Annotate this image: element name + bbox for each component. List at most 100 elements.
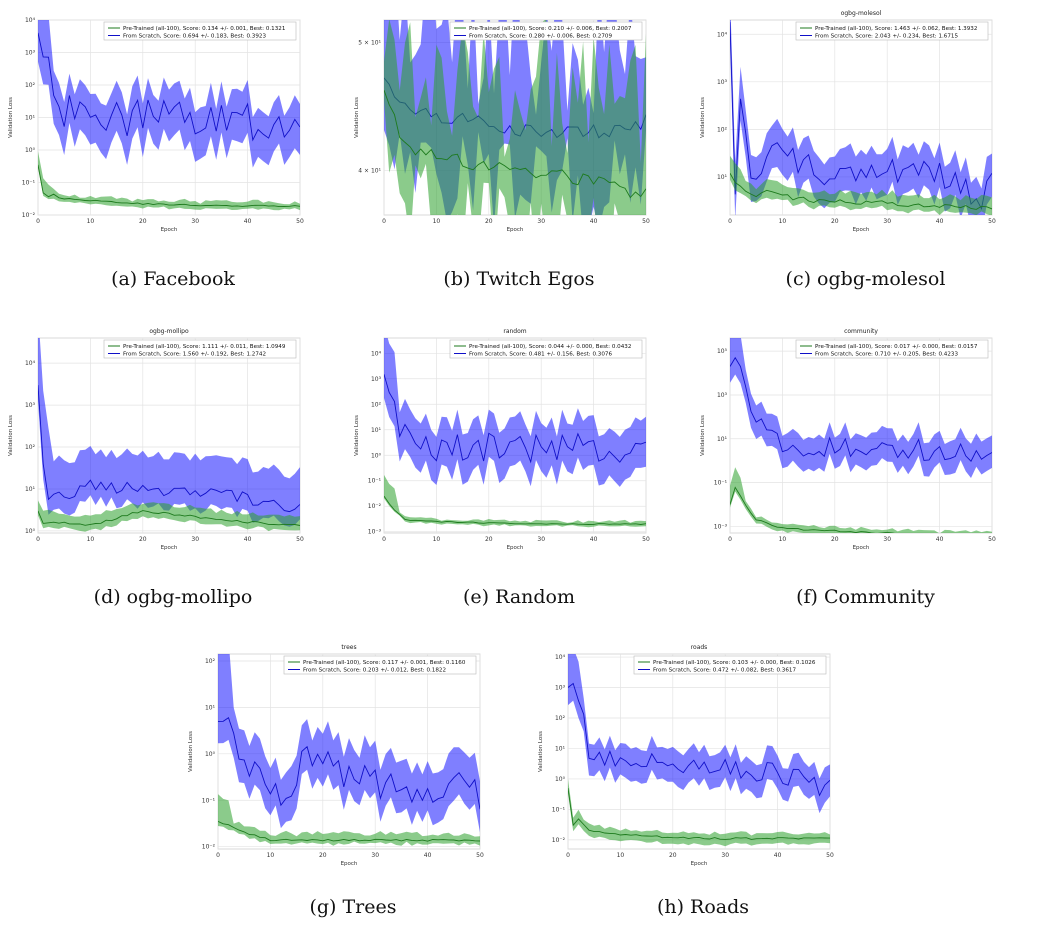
chart-svg: 0 10 20 30 40 50 10⁻³ 10⁻¹ 10¹ 10³ 10⁵ Epoch Validat… xyxy=(700,328,996,551)
legend-box xyxy=(103,21,297,41)
legend-box xyxy=(795,339,989,359)
x-tick-label: 50 xyxy=(988,218,996,225)
chart-svg: 0 10 20 30 40 50 10⁻² 10⁻¹ 10⁰ 10¹ 10² 10³ 10⁴ Epoch V… xyxy=(8,17,304,233)
x-tick-label: 10 xyxy=(433,218,441,225)
chart-panel-f: 0 10 20 30 40 50 10⁻³ 10⁻¹ 10¹ 10³ 10⁵ Epoch Validat… xyxy=(692,318,1039,618)
x-tick-label: 0 xyxy=(728,218,732,225)
legend-entry: From Scratch, Score: 0.694 +/- 0.183, Be… xyxy=(123,34,266,40)
x-tick-label: 40 xyxy=(424,852,432,859)
x-tick-label: 40 xyxy=(936,218,944,225)
y-tick-label: 10⁰ xyxy=(25,528,36,535)
y-tick-label: 5 × 10¹ xyxy=(358,39,381,46)
x-tick-label: 20 xyxy=(831,536,839,543)
y-tick-label: 10² xyxy=(25,444,36,451)
x-tick-label: 30 xyxy=(537,536,545,543)
x-tick-label: 30 xyxy=(537,218,545,225)
series-layer xyxy=(38,20,300,211)
y-tick-label: 10³ xyxy=(717,79,728,86)
series-layer xyxy=(730,20,992,215)
chart-svg: 0 10 20 30 40 50 10⁻² 10⁻¹ 10⁰ 10¹ 10² 10³ 10⁴ Epoch V… xyxy=(538,644,834,867)
x-tick-label: 20 xyxy=(139,536,147,543)
subfigure-caption: (f) Community xyxy=(796,586,935,608)
series-layer xyxy=(218,654,480,846)
x-tick-label: 50 xyxy=(826,852,834,859)
x-axis-label: Epoch xyxy=(507,545,524,551)
x-tick-label: 40 xyxy=(936,536,944,543)
chart-svg: 0 10 20 30 40 50 10¹ 10² 10³ 10⁴ Epoch Validation L… xyxy=(700,10,996,233)
x-tick-label: 50 xyxy=(296,218,304,225)
series-line xyxy=(730,172,992,210)
y-axis-label: Validation Loss xyxy=(8,97,14,138)
y-axis-label: Validation Loss xyxy=(700,97,706,138)
series-line xyxy=(730,22,992,211)
x-tick-label: 0 xyxy=(382,218,386,225)
series-layer xyxy=(384,20,646,215)
y-tick-label: 10⁴ xyxy=(25,17,36,24)
y-tick-label: 10⁴ xyxy=(717,31,728,38)
series-layer xyxy=(38,338,300,532)
subfigure-caption: (d) ogbg-mollipo xyxy=(93,586,253,608)
y-tick-label: 10¹ xyxy=(717,174,728,181)
y-axis-label: Validation Loss xyxy=(188,731,194,772)
x-tick-label: 20 xyxy=(485,536,493,543)
chart-panel-h: 0 10 20 30 40 50 10⁻² 10⁻¹ 10⁰ 10¹ 10² 10³ 10⁴ Epoch V… xyxy=(530,634,876,926)
legend-entry: Pre-Trained (all-100), Score: 0.103 +/- … xyxy=(653,660,816,666)
y-tick-label: 10⁴ xyxy=(555,654,566,661)
y-tick-label: 10⁰ xyxy=(555,776,566,783)
x-tick-label: 20 xyxy=(139,218,147,225)
legend-entry: From Scratch, Score: 0.710 +/- 0.205, Be… xyxy=(815,352,958,358)
y-tick-label: 10⁻¹ xyxy=(22,180,36,187)
subfigure-caption: (g) Trees xyxy=(309,896,397,918)
x-tick-label: 30 xyxy=(721,852,729,859)
legend-entry: Pre-Trained (all-100), Score: 0.134 +/- … xyxy=(123,26,286,32)
legend-entry: Pre-Trained (all-100), Score: 0.044 +/- … xyxy=(469,344,631,350)
y-tick-label: 4 × 10¹ xyxy=(358,167,381,174)
legend-box xyxy=(283,655,477,675)
chart-panel-d: 0 10 20 30 40 50 10⁰ 10¹ 10² 10³ 10⁴ Epoch Validatio… xyxy=(0,318,346,618)
y-tick-label: 10⁰ xyxy=(25,147,36,154)
chart-svg: 0 10 20 30 40 50 4 × 10¹ 5 × 10¹ Epoch Validation… xyxy=(354,19,650,233)
series-line xyxy=(38,510,300,526)
x-tick-label: 40 xyxy=(590,536,598,543)
chart-title: random xyxy=(503,328,526,335)
confidence-band xyxy=(730,338,992,478)
confidence-band xyxy=(384,20,646,215)
x-tick-label: 10 xyxy=(779,218,787,225)
legend-entry: From Scratch, Score: 0.472 +/- 0.082, Be… xyxy=(653,668,796,674)
confidence-band xyxy=(38,500,300,532)
x-axis-label: Epoch xyxy=(161,545,178,551)
y-tick-label: 10⁰ xyxy=(371,452,382,459)
x-tick-label: 40 xyxy=(590,218,598,225)
y-tick-label: 10¹ xyxy=(25,115,36,122)
series-layer xyxy=(730,338,992,533)
x-tick-label: 40 xyxy=(244,218,252,225)
y-tick-label: 10¹ xyxy=(25,486,36,493)
y-axis-label: Validation Loss xyxy=(700,415,706,456)
x-tick-label: 20 xyxy=(669,852,677,859)
subfigure-caption: (c) ogbg-molesol xyxy=(785,268,946,290)
x-axis-label: Epoch xyxy=(691,861,708,867)
y-tick-label: 10³ xyxy=(555,685,566,692)
x-axis-label: Epoch xyxy=(161,227,178,233)
y-tick-label: 10¹ xyxy=(717,436,728,443)
x-tick-label: 30 xyxy=(191,218,199,225)
x-tick-label: 10 xyxy=(87,536,95,543)
x-tick-label: 40 xyxy=(774,852,782,859)
y-tick-label: 10² xyxy=(717,126,728,133)
series-line xyxy=(730,486,895,533)
legend-entry: Pre-Trained (all-100), Score: 1.111 +/- … xyxy=(123,344,286,350)
x-tick-label: 30 xyxy=(191,536,199,543)
y-axis-label: Validation Loss xyxy=(354,415,360,456)
chart-title: community xyxy=(844,328,878,335)
legend-box xyxy=(633,655,827,675)
x-tick-label: 20 xyxy=(831,218,839,225)
y-tick-label: 10⁻¹ xyxy=(714,480,728,487)
x-tick-label: 30 xyxy=(371,852,379,859)
series-line xyxy=(384,374,646,464)
legend-box xyxy=(103,339,297,359)
confidence-band xyxy=(38,151,300,211)
x-axis-label: Epoch xyxy=(853,227,870,233)
x-tick-label: 0 xyxy=(36,218,40,225)
x-tick-label: 0 xyxy=(216,852,220,859)
confidence-band xyxy=(384,474,646,528)
